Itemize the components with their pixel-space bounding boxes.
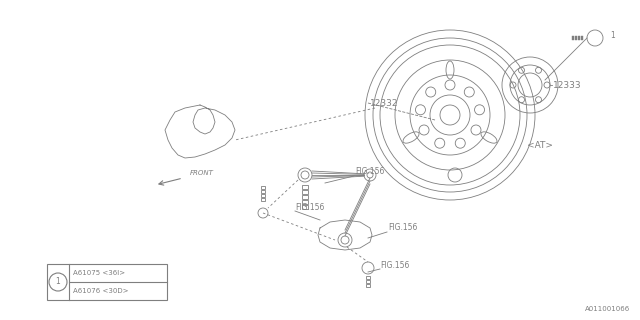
Bar bbox=[572, 36, 574, 40]
Text: <AT>: <AT> bbox=[527, 140, 553, 149]
Bar bbox=[261, 194, 265, 197]
Text: A61076 <30D>: A61076 <30D> bbox=[73, 288, 129, 294]
Bar bbox=[47, 264, 167, 300]
Bar bbox=[261, 190, 265, 193]
Bar bbox=[302, 185, 308, 189]
Bar bbox=[302, 205, 308, 209]
Text: A61075 <36I>: A61075 <36I> bbox=[73, 270, 125, 276]
Text: FIG.156: FIG.156 bbox=[355, 167, 385, 177]
Text: FRONT: FRONT bbox=[190, 170, 214, 176]
Text: 1: 1 bbox=[56, 277, 60, 286]
Text: FIG.156: FIG.156 bbox=[295, 203, 324, 212]
Bar bbox=[261, 198, 265, 201]
Bar bbox=[575, 36, 577, 40]
Bar bbox=[302, 190, 308, 194]
Bar bbox=[302, 200, 308, 204]
Bar bbox=[366, 276, 370, 279]
Bar bbox=[578, 36, 580, 40]
Text: 1: 1 bbox=[610, 30, 615, 39]
Text: FIG.156: FIG.156 bbox=[380, 260, 410, 269]
Bar bbox=[302, 195, 308, 199]
Text: FIG.156: FIG.156 bbox=[388, 223, 417, 233]
Text: 12333: 12333 bbox=[553, 81, 582, 90]
Bar bbox=[366, 284, 370, 287]
Text: A011001066: A011001066 bbox=[585, 306, 630, 312]
Bar bbox=[366, 280, 370, 283]
Bar bbox=[261, 186, 265, 189]
Text: 12332: 12332 bbox=[370, 99, 399, 108]
Bar bbox=[581, 36, 583, 40]
